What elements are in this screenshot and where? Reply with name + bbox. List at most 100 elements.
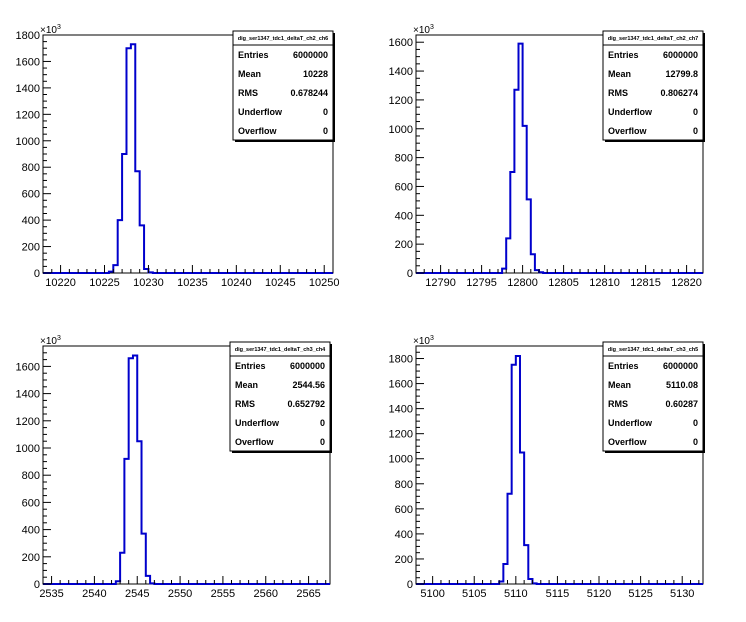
chart-3-x-tick-label-0: 5100	[420, 588, 444, 600]
chart-1-y-tick-label-6: 1200	[389, 95, 413, 107]
chart-3-y-tick-label-2: 400	[395, 529, 413, 541]
chart-1-y-tick-label-7: 1400	[389, 66, 413, 78]
chart-2-y-tick-label-2: 400	[22, 525, 40, 537]
chart-0-x-tick-label-3: 10235	[177, 277, 208, 289]
chart-0-x-tick-label-2: 10230	[133, 277, 164, 289]
chart-3-stat-label-3: Underflow	[608, 418, 653, 428]
chart-2-y-tick-label-3: 600	[22, 497, 40, 509]
chart-0-y-tick-label-6: 1200	[16, 109, 40, 121]
chart-3-stat-value-2: 0.60287	[665, 399, 698, 409]
chart-0-y-tick-label-8: 1600	[16, 56, 40, 68]
chart-3-y-tick-label-1: 200	[395, 554, 413, 566]
chart-2-stat-label-3: Underflow	[235, 418, 280, 428]
chart-0-stat-value-4: 0	[323, 126, 328, 136]
chart-0-stats-title: dig_ser1347_tdc1_deltaT_ch2_ch6	[238, 36, 329, 42]
chart-2-y-tick-label-7: 1400	[16, 389, 40, 401]
chart-1-stat-value-1: 12799.8	[665, 69, 698, 79]
chart-1-y-tick-label-4: 800	[395, 153, 413, 165]
chart-1-stat-label-4: Overflow	[608, 126, 648, 136]
chart-1-stats-box	[602, 30, 704, 141]
chart-1-x-tick-label-2: 12800	[507, 277, 538, 289]
chart-1-y-exponent-power: 3	[430, 24, 434, 31]
chart-2-x-tick-label-0: 2535	[39, 588, 63, 600]
chart-1-x-tick-label-5: 12815	[630, 277, 661, 289]
chart-2-stat-value-4: 0	[320, 437, 325, 447]
chart-2-stat-value-1: 2544.56	[292, 380, 325, 390]
chart-3-stat-label-2: RMS	[608, 399, 628, 409]
chart-2-y-exponent-power: 3	[57, 335, 61, 342]
chart-2-y-exponent-label: ×103	[40, 335, 61, 347]
histogram-panel-ch3-ch5: 5100 5105 5110 5115 5120 5125 5130 0 200 400 600 80…	[389, 335, 705, 600]
chart-3-stat-label-1: Mean	[608, 380, 631, 390]
chart-2-x-tick-label-6: 2565	[296, 588, 320, 600]
chart-1-stat-value-3: 0	[693, 107, 698, 117]
chart-2-stat-label-0: Entries	[235, 361, 266, 371]
chart-2-x-tick-label-2: 2545	[125, 588, 149, 600]
chart-2-y-tick-label-6: 1200	[16, 416, 40, 428]
chart-3-y-tick-label-9: 1800	[389, 354, 413, 366]
chart-0-y-tick-label-7: 1400	[16, 83, 40, 95]
chart-3-y-exponent-power: 3	[430, 335, 434, 342]
chart-1-y-tick-label-8: 1600	[389, 37, 413, 49]
chart-0-x-tick-label-0: 10220	[45, 277, 76, 289]
chart-3-stats-box	[602, 341, 704, 452]
chart-3-stat-label-0: Entries	[608, 361, 639, 371]
chart-3-x-tick-label-3: 5115	[546, 588, 570, 600]
chart-0-x-tick-label-5: 10245	[265, 277, 296, 289]
chart-1-y-tick-label-0: 0	[407, 268, 413, 280]
chart-3-stat-value-0: 6000000	[663, 361, 698, 371]
chart-1-stats-title: dig_ser1347_tdc1_deltaT_ch2_ch7	[608, 36, 699, 42]
histogram-panel-ch3-ch4: 2535 2540 2545 2550 2555 2560 2565 0 200 400 600 80…	[16, 335, 332, 600]
chart-0-x-tick-label-1: 10225	[89, 277, 120, 289]
chart-0-y-tick-label-9: 1800	[16, 30, 40, 42]
chart-2-stat-label-2: RMS	[235, 399, 255, 409]
chart-1-y-tick-label-2: 400	[395, 210, 413, 222]
chart-2-stat-value-2: 0.652792	[287, 399, 325, 409]
chart-0-stat-label-3: Underflow	[238, 107, 283, 117]
chart-0-stat-value-3: 0	[323, 107, 328, 117]
chart-0-stat-value-0: 6000000	[293, 50, 328, 60]
chart-0-x-tick-label-4: 10240	[221, 277, 252, 289]
chart-0-y-tick-label-2: 400	[22, 215, 40, 227]
chart-2-stat-label-4: Overflow	[235, 437, 275, 447]
chart-3-x-tick-label-5: 5125	[628, 588, 652, 600]
chart-2-y-tick-label-8: 1600	[16, 361, 40, 373]
chart-1-stat-value-2: 0.806274	[660, 88, 698, 98]
chart-1-stat-value-4: 0	[693, 126, 698, 136]
chart-3-x-tick-label-4: 5120	[587, 588, 611, 600]
chart-1-x-tick-label-0: 12790	[425, 277, 456, 289]
chart-0-stat-label-2: RMS	[238, 88, 258, 98]
chart-3-y-tick-label-4: 800	[395, 479, 413, 491]
chart-2-x-tick-label-5: 2560	[254, 588, 278, 600]
chart-2-stat-value-3: 0	[320, 418, 325, 428]
chart-3-stat-value-1: 5110.08	[666, 380, 698, 390]
chart-1-y-tick-label-1: 200	[395, 239, 413, 251]
chart-3-y-tick-label-5: 1000	[389, 454, 413, 466]
chart-1-stat-label-0: Entries	[608, 50, 639, 60]
chart-1-stat-value-0: 6000000	[663, 50, 698, 60]
chart-2-stats-title: dig_ser1347_tdc1_deltaT_ch3_ch4	[235, 347, 326, 353]
chart-2-y-tick-label-0: 0	[34, 579, 40, 591]
chart-1-stat-label-2: RMS	[608, 88, 628, 98]
chart-0-y-tick-label-3: 600	[22, 189, 40, 201]
chart-0-stat-label-4: Overflow	[238, 126, 278, 136]
histogram-panel-ch2-ch6: 10220 10225 10230 10235 10240 10245 10250 0 200 4…	[16, 24, 340, 289]
chart-2-stat-value-0: 6000000	[290, 361, 325, 371]
chart-2-y-tick-label-4: 800	[22, 470, 40, 482]
chart-3-stat-label-4: Overflow	[608, 437, 648, 447]
chart-2-stat-label-1: Mean	[235, 380, 258, 390]
chart-2-x-tick-label-1: 2540	[82, 588, 106, 600]
chart-3-stat-value-4: 0	[693, 437, 698, 447]
chart-2-y-tick-label-1: 200	[22, 552, 40, 564]
chart-1-x-tick-label-6: 12820	[671, 277, 702, 289]
chart-0-y-tick-label-4: 800	[22, 162, 40, 174]
chart-2-stats-box	[229, 341, 331, 452]
chart-1-x-tick-label-4: 12810	[589, 277, 620, 289]
chart-0-x-tick-label-6: 10250	[309, 277, 340, 289]
chart-0-y-tick-label-0: 0	[34, 268, 40, 280]
chart-3-stats-title: dig_ser1347_tdc1_deltaT_ch3_ch5	[608, 347, 699, 353]
chart-3-stat-value-3: 0	[693, 418, 698, 428]
chart-2-x-tick-label-4: 2555	[211, 588, 235, 600]
chart-0-y-exponent-label: ×103	[40, 24, 61, 36]
